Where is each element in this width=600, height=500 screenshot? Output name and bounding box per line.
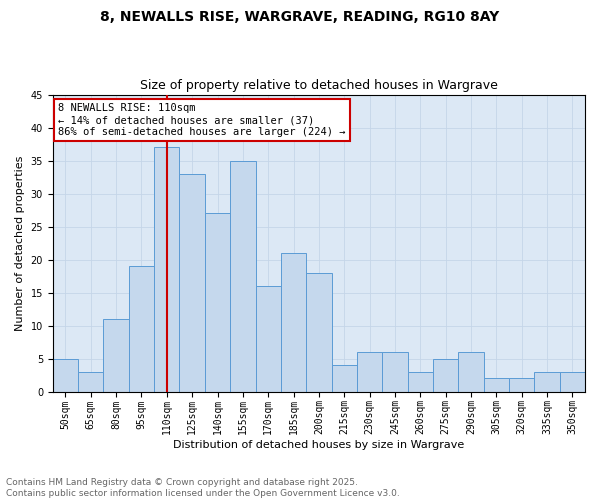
Text: Contains HM Land Registry data © Crown copyright and database right 2025.
Contai: Contains HM Land Registry data © Crown c… (6, 478, 400, 498)
Bar (256, 286, 281, 392)
Text: 8 NEWALLS RISE: 110sqm
← 14% of detached houses are smaller (37)
86% of semi-det: 8 NEWALLS RISE: 110sqm ← 14% of detached… (58, 104, 346, 136)
Bar (458, 352, 484, 392)
Y-axis label: Number of detached properties: Number of detached properties (15, 156, 25, 330)
Title: Size of property relative to detached houses in Wargrave: Size of property relative to detached ho… (140, 79, 498, 92)
Bar (205, 214, 230, 392)
Bar (306, 273, 332, 392)
X-axis label: Distribution of detached houses by size in Wargrave: Distribution of detached houses by size … (173, 440, 464, 450)
Bar (433, 358, 458, 392)
Bar (357, 352, 382, 392)
Bar (103, 319, 129, 392)
Bar (484, 378, 509, 392)
Text: 8, NEWALLS RISE, WARGRAVE, READING, RG10 8AY: 8, NEWALLS RISE, WARGRAVE, READING, RG10… (100, 10, 500, 24)
Bar (281, 253, 306, 392)
Bar (407, 372, 433, 392)
Bar (154, 148, 179, 392)
Bar (179, 174, 205, 392)
Bar (509, 378, 535, 392)
Bar (332, 365, 357, 392)
Bar (535, 372, 560, 392)
Bar (560, 372, 585, 392)
Bar (129, 266, 154, 392)
Bar (78, 372, 103, 392)
Bar (382, 352, 407, 392)
Bar (230, 160, 256, 392)
Bar (53, 358, 78, 392)
